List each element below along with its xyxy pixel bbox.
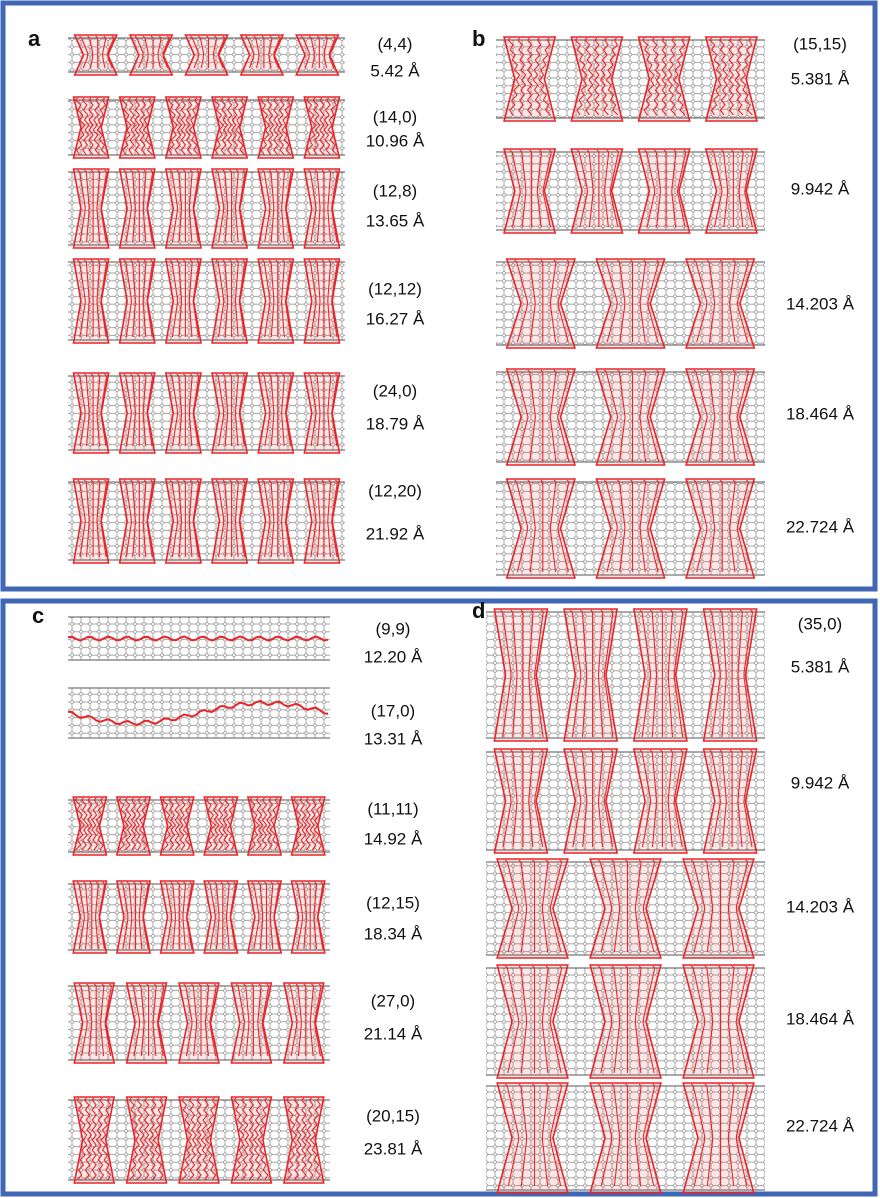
nanotube xyxy=(68,169,345,248)
nanotube xyxy=(68,983,330,1063)
diameter-label: 5.42 Å xyxy=(370,61,420,80)
tube-body xyxy=(68,172,345,245)
tube-body xyxy=(68,262,345,340)
diameter-label: 18.464 Å xyxy=(786,1009,855,1028)
diameter-label: 22.724 Å xyxy=(786,517,855,536)
tube-body xyxy=(68,482,345,560)
chirality-label: (12,8) xyxy=(373,181,417,200)
diameter-label: 13.31 Å xyxy=(364,729,423,748)
tube-body xyxy=(68,376,345,450)
diameter-label: 22.724 Å xyxy=(786,1116,855,1135)
chirality-label: (15,15) xyxy=(793,34,847,53)
panel-label: c xyxy=(32,603,44,628)
diameter-label: 23.81 Å xyxy=(364,1139,423,1158)
tube-body xyxy=(68,100,345,155)
diameter-label: 5.381 Å xyxy=(791,657,850,676)
chirality-label: (12,12) xyxy=(368,279,422,298)
diameter-label: 14.203 Å xyxy=(786,897,855,916)
diameter-label: 21.14 Å xyxy=(364,1024,423,1043)
diameter-label: 18.79 Å xyxy=(366,414,425,433)
nanotube xyxy=(486,859,765,958)
tube-body xyxy=(68,884,330,950)
nanotube xyxy=(496,37,765,121)
nanotube xyxy=(496,259,765,348)
diameter-label: 5.381 Å xyxy=(791,69,850,88)
chirality-label: (4,4) xyxy=(378,34,413,53)
nanotube xyxy=(68,688,330,738)
nanotube xyxy=(68,35,345,75)
diameter-label: 14.203 Å xyxy=(786,294,855,313)
chirality-label: (9,9) xyxy=(376,619,411,638)
diameter-label: 14.92 Å xyxy=(364,829,423,848)
nanotube xyxy=(486,965,765,1078)
panel-label: d xyxy=(472,598,485,623)
nanotube xyxy=(486,1083,765,1193)
diameter-label: 13.65 Å xyxy=(366,211,425,230)
diameter-label: 10.96 Å xyxy=(366,131,425,150)
nanotube xyxy=(68,373,345,453)
diameter-label: 21.92 Å xyxy=(366,524,425,543)
chirality-label: (27,0) xyxy=(371,991,415,1010)
nanotube xyxy=(68,1097,330,1183)
nanotube xyxy=(68,479,345,563)
chirality-label: (14,0) xyxy=(373,107,417,126)
chirality-label: (35,0) xyxy=(798,614,842,633)
chirality-label: (17,0) xyxy=(371,701,415,720)
nanotube xyxy=(68,97,345,158)
panel-label: a xyxy=(28,26,41,51)
nanotube xyxy=(496,149,765,233)
tube-body xyxy=(68,800,330,852)
chirality-label: (24,0) xyxy=(373,381,417,400)
chirality-label: (11,11) xyxy=(367,799,418,818)
nanotube xyxy=(68,881,330,953)
diameter-label: 9.942 Å xyxy=(791,773,850,792)
nanotube xyxy=(486,609,765,741)
nanotube xyxy=(68,617,330,660)
panel-label: b xyxy=(472,26,485,51)
diameter-label: 9.942 Å xyxy=(791,179,850,198)
diameter-label: 18.464 Å xyxy=(786,404,855,423)
figure: a (4,4) 5.42 Å (14,0) 10.96 Å (12,8) 13.65 Å (1… xyxy=(0,0,880,1198)
nanotube xyxy=(496,479,765,578)
diameter-label: 12.20 Å xyxy=(364,647,423,666)
chirality-label: (12,15) xyxy=(366,893,420,912)
nanotube xyxy=(68,797,330,855)
chirality-label: (12,20) xyxy=(368,481,422,500)
diameter-label: 16.27 Å xyxy=(366,309,425,328)
diameter-label: 18.34 Å xyxy=(364,924,423,943)
nanotube xyxy=(68,259,345,343)
chirality-label: (20,15) xyxy=(366,1106,420,1125)
nanotube xyxy=(486,749,765,853)
nanotube xyxy=(496,369,765,465)
